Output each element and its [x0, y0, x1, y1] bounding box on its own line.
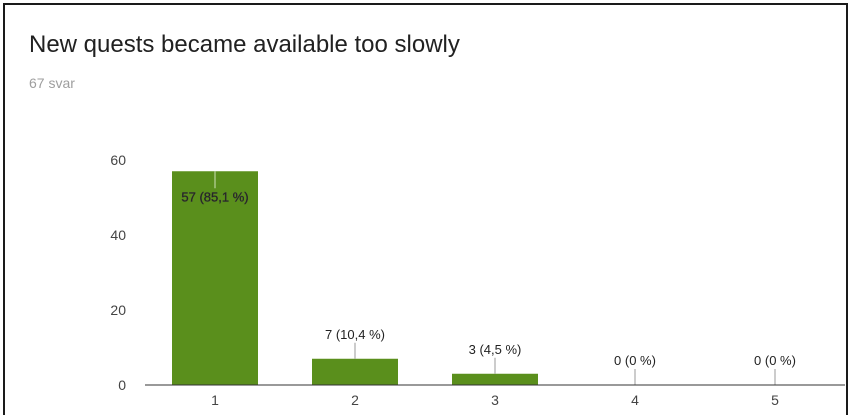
- x-axis: 1 2 3 4 5: [211, 392, 779, 408]
- data-label: 7 (10,4 %): [325, 327, 385, 342]
- response-count: 67 svar: [29, 75, 75, 91]
- data-labels: 57 (85,1 %) 7 (10,4 %) 3 (4,5 %) 0 (0 %) 0 (…: [181, 171, 796, 385]
- chart-card: New quests became available too slowly 6…: [3, 3, 848, 415]
- bar: [452, 373, 538, 385]
- data-label: 3 (4,5 %): [469, 342, 522, 357]
- bar: [172, 171, 258, 385]
- y-tick-label: 0: [118, 377, 126, 393]
- y-tick-label: 20: [110, 302, 126, 318]
- chart-title: New quests became available too slowly: [29, 31, 460, 58]
- x-tick-label: 5: [771, 392, 779, 408]
- x-tick-label: 2: [351, 392, 359, 408]
- y-axis: 0 20 40 60: [110, 152, 126, 393]
- y-tick-label: 60: [110, 152, 126, 168]
- bar: [312, 358, 398, 385]
- x-tick-label: 4: [631, 392, 639, 408]
- x-tick-label: 1: [211, 392, 219, 408]
- data-label: 57 (85,1 %): [181, 189, 248, 204]
- data-label: 0 (0 %): [614, 353, 656, 368]
- x-tick-label: 3: [491, 392, 499, 408]
- data-label: 0 (0 %): [754, 353, 796, 368]
- bars: [172, 171, 538, 385]
- y-tick-label: 40: [110, 227, 126, 243]
